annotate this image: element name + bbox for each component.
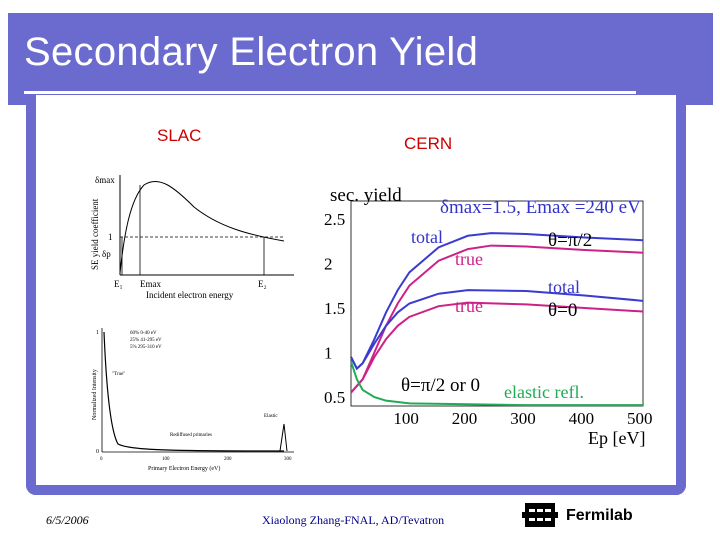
fermilab-logo-icon [522,503,558,527]
cern-series-line-1 [350,244,644,394]
slac-xtick-e2: E₂ [258,279,267,289]
cern-annot-true-1: true [455,249,483,269]
legend-60: 60% 0-40 eV [130,331,157,336]
cern-xtick-label: 500 [627,409,653,428]
cern-label: CERN [404,134,453,153]
cern-xtick-label: 300 [510,409,536,428]
spectrum-ytick-0: 0 [96,449,99,455]
frame-left-border [26,95,36,495]
spectrum-ylabel: Normalized Intensity [92,369,98,420]
footer-author: Xiaolong Zhang-FNAL, AD/Tevatron [262,513,445,527]
spectrum-xlabel: Primary Electron Energy (eV) [148,465,220,472]
cern-yield-chart: sec. yield δmax=1.5, Emax =240 eV Ep [eV… [324,185,653,448]
annotation-elastic: Elastic [264,414,278,419]
cern-annot-total-2: total [548,277,580,297]
cern-ytick-label: 2.5 [324,210,345,229]
slac-xlabel: Incident electron energy [146,290,234,300]
cern-annot-theta-both: θ=π/2 or 0 [401,375,480,396]
spectrum-ytick-1: 1 [96,330,99,336]
footer-date: 6/5/2006 [46,513,89,527]
cern-series-line-4 [350,361,643,407]
cern-ytick-label: 1 [324,344,333,363]
cern-series-line-2 [350,289,644,371]
cern-series [350,232,644,407]
cern-ylabel: sec. yield [330,185,402,206]
elastic-peak [279,423,288,452]
slac-spectrum-plot: Normalized Intensity 1 0 60% 0-40 eV 25%… [92,328,294,472]
cern-annot-theta-0: θ=0 [548,300,577,321]
cern-xlabel: Ep [eV] [588,428,645,448]
cern-xtick-label: 200 [452,409,478,428]
legend-25: 25% 41-295 eV [130,338,162,343]
cern-annot-total-1: total [411,227,443,247]
title-bar [8,13,713,105]
title-underline [24,91,636,94]
cern-ytick-label: 1.5 [324,299,345,318]
slac-ytick-max: δmax [95,175,115,185]
slac-yield-curve [119,180,285,274]
cern-annot-elastic: elastic refl. [504,382,584,402]
cern-annot-theta-pi2: θ=π/2 [548,230,592,251]
spectrum-xtick-0: 0 [100,457,103,462]
spectrum-curve [103,331,285,452]
annotation-true: "True" [112,372,125,377]
spectrum-xtick-300: 300 [284,457,292,462]
frame-bottom-border [26,485,686,495]
slac-xtick-e1: E₁ [114,279,123,289]
frame-right-border [676,95,686,495]
slac-label: SLAC [157,126,202,145]
cern-header-annotation: δmax=1.5, Emax =240 eV [440,197,641,218]
slac-xtick-emax: Emax [140,279,161,289]
spectrum-xtick-200: 200 [224,457,232,462]
slac-yield-diagram: SE yield coefficient δmax 1 δp E₁ Emax E… [90,175,294,300]
slac-ytick-one: 1 [108,232,113,242]
legend-5: 5% 295-310 eV [130,345,162,350]
fermilab-logo-text: Fermilab [566,507,633,524]
cern-ticks: 0.5 1 1.5 2 2.5 100 200 300 400 500 [324,210,653,428]
slide-title: Secondary Electron Yield [24,30,479,74]
cern-xtick-label: 100 [393,409,419,428]
slac-ytick-p: δp [102,249,111,259]
slac-ylabel: SE yield coefficient [90,198,100,270]
cern-xtick-label: 400 [569,409,595,428]
cern-ytick-label: 0.5 [324,388,345,407]
spectrum-xtick-100: 100 [162,457,170,462]
annotation-rediffused: Rediffused primaries [170,433,212,438]
cern-ytick-label: 2 [324,254,333,273]
cern-series-line-3 [350,301,644,394]
cern-annot-true-2: true [455,296,483,316]
